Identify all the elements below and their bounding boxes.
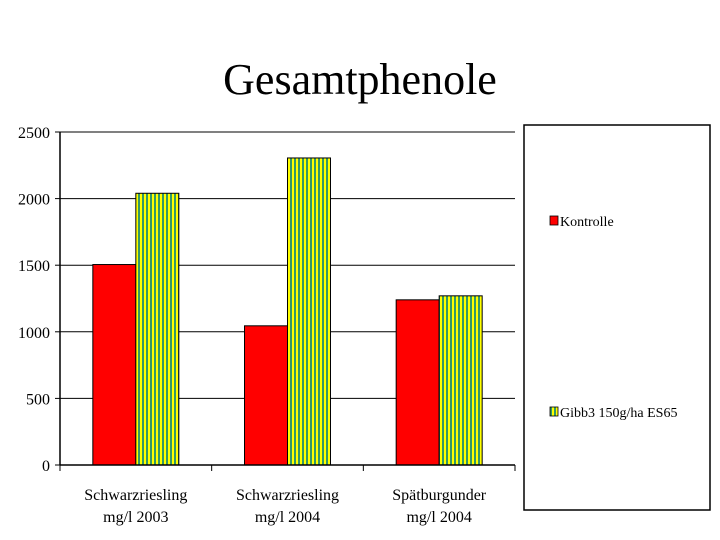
y-tick-label: 500	[26, 391, 50, 408]
legend-swatch-icon	[549, 215, 559, 226]
legend-label: Kontrolle	[560, 215, 614, 230]
bar-kontrolle-0	[92, 264, 137, 466]
y-tick-label: 0	[42, 458, 50, 475]
chart-title: Gesamtphenole	[223, 55, 497, 104]
y-tick-label: 1000	[18, 325, 50, 342]
bar-kontrolle-1	[244, 325, 288, 466]
legend-box	[523, 124, 711, 511]
x-tick-label: Spätburgunder	[392, 487, 487, 504]
bar-gibb3-0	[135, 192, 180, 466]
y-tick-label: 2000	[18, 192, 50, 209]
legend-label: Gibb3 150g/ha ES65	[560, 406, 677, 421]
y-tick-label: 1500	[18, 258, 50, 275]
x-tick-label: mg/l 2003	[103, 509, 168, 526]
legend-swatch-icon	[549, 406, 559, 417]
x-tick-label: Schwarzriesling	[84, 487, 187, 504]
bar-gibb3-1	[287, 157, 331, 466]
x-tick-label: mg/l 2004	[255, 509, 320, 526]
bar-kontrolle-2	[395, 299, 440, 466]
x-tick-label: Schwarzriesling	[236, 487, 339, 504]
x-tick-label: mg/l 2004	[406, 509, 471, 526]
y-tick-label: 2500	[18, 125, 50, 142]
bar-gibb3-2	[438, 295, 483, 466]
